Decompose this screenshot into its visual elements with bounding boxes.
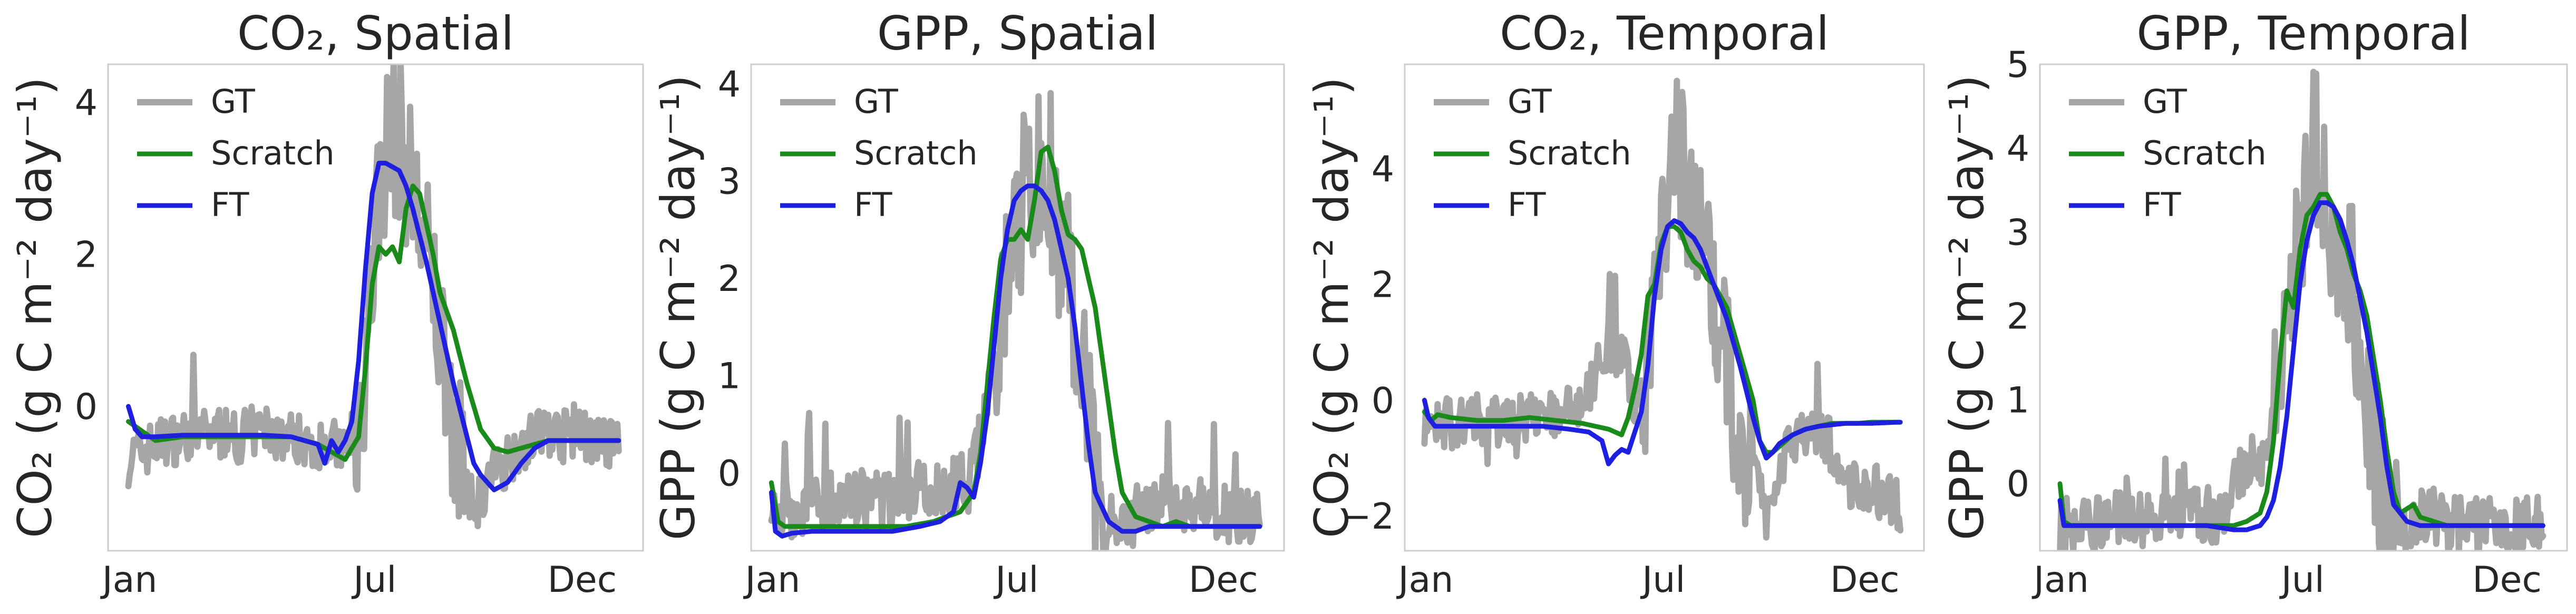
x-tick-label: Jan — [743, 559, 801, 601]
y-tick-label: 0 — [718, 453, 741, 494]
x-tick-label: Jul — [351, 559, 396, 601]
chart-title: CO₂, Spatial — [237, 6, 514, 61]
y-axis-label: CO₂ (g C m⁻² day⁻¹) — [8, 77, 62, 538]
series-line-ft — [1422, 218, 1903, 466]
legend-label: GT — [2143, 82, 2188, 121]
x-tick-label: Dec — [1830, 559, 1900, 601]
x-tick-label: Dec — [2472, 559, 2542, 601]
chart-panel-2: GPP, Spatial 0 1 2 3 4 Jan Jul Dec GPP (g C m⁻² d… — [651, 6, 1285, 601]
y-tick-label: 0 — [75, 386, 98, 428]
x-tick-label: Jan — [1396, 559, 1453, 601]
y-tick-label: 2 — [718, 258, 741, 300]
series-line-ft — [126, 161, 621, 493]
axes-frame — [107, 63, 644, 552]
series-line-gt — [2057, 69, 2546, 551]
axes-frame — [2039, 63, 2568, 552]
x-tick-label: Jul — [993, 559, 1038, 601]
chart-panel-4: GPP, Temporal 0 1 2 3 4 5 Jan Jul Dec GPP (g C m⁻²… — [1940, 6, 2568, 601]
y-tick-label: 4 — [75, 82, 98, 124]
axes-frame — [750, 63, 1285, 552]
legend-label: Scratch — [1508, 134, 1631, 172]
y-tick-label: 4 — [718, 64, 741, 105]
series-line-ft — [2057, 200, 2545, 532]
y-tick-label: 3 — [2007, 212, 2029, 254]
y-tick-label: 3 — [718, 161, 741, 203]
legend-label: FT — [854, 186, 893, 224]
axes-frame — [1404, 63, 1925, 552]
legend-label: GT — [1508, 82, 1552, 121]
plot-area — [751, 64, 1284, 551]
series-line-gt — [125, 64, 622, 530]
y-tick-label: 0 — [2007, 464, 2029, 505]
x-tick-label: Dec — [548, 559, 617, 601]
x-tick-label: Jul — [2279, 559, 2325, 601]
legend-label: GT — [854, 82, 899, 121]
y-tick-label: 4 — [1372, 149, 1394, 190]
legend-label: FT — [211, 186, 250, 224]
series-line-gt — [1421, 77, 1904, 541]
legend-label: Scratch — [2143, 134, 2267, 172]
y-tick-label: 2 — [75, 235, 98, 276]
legend-label: Scratch — [211, 134, 335, 172]
y-tick-label: 2 — [1372, 265, 1394, 306]
y-tick-label: 2 — [2007, 296, 2029, 337]
y-axis-label: GPP (g C m⁻² day⁻¹) — [651, 75, 705, 540]
y-axis-label: GPP (g C m⁻² day⁻¹) — [1940, 75, 1994, 540]
legend-label: Scratch — [854, 134, 978, 172]
series-line-scratch — [769, 144, 1262, 529]
y-tick-label: −2 — [1342, 496, 1394, 538]
x-tick-label: Jan — [2031, 559, 2089, 601]
chart-panel-3: CO₂, Temporal −2 0 2 4 Jan Jul Dec CO₂ (g C m⁻² … — [1305, 6, 1925, 601]
legend-label: FT — [2143, 186, 2182, 224]
series-line-ft — [769, 183, 1262, 539]
y-tick-label: 4 — [2007, 128, 2029, 170]
chart-title: CO₂, Temporal — [1500, 6, 1829, 61]
legend-label: FT — [1508, 186, 1547, 224]
y-tick-label: 0 — [1372, 380, 1394, 422]
y-tick-label: 1 — [718, 356, 741, 397]
chart-title: GPP, Spatial — [877, 6, 1158, 61]
legend-label: GT — [211, 82, 256, 121]
y-tick-label: 1 — [2007, 380, 2029, 422]
chart-panel-1: CO₂, Spatial 0 2 4 Jan Jul Dec CO₂ (g C m⁻² day… — [8, 6, 644, 601]
x-tick-label: Jul — [1640, 559, 1685, 601]
y-tick-label: 5 — [2007, 44, 2029, 86]
y-axis-label: CO₂ (g C m⁻² day⁻¹) — [1305, 77, 1359, 538]
chart-title: GPP, Temporal — [2136, 6, 2470, 61]
x-tick-label: Jan — [100, 559, 158, 601]
x-tick-label: Dec — [1189, 559, 1258, 601]
